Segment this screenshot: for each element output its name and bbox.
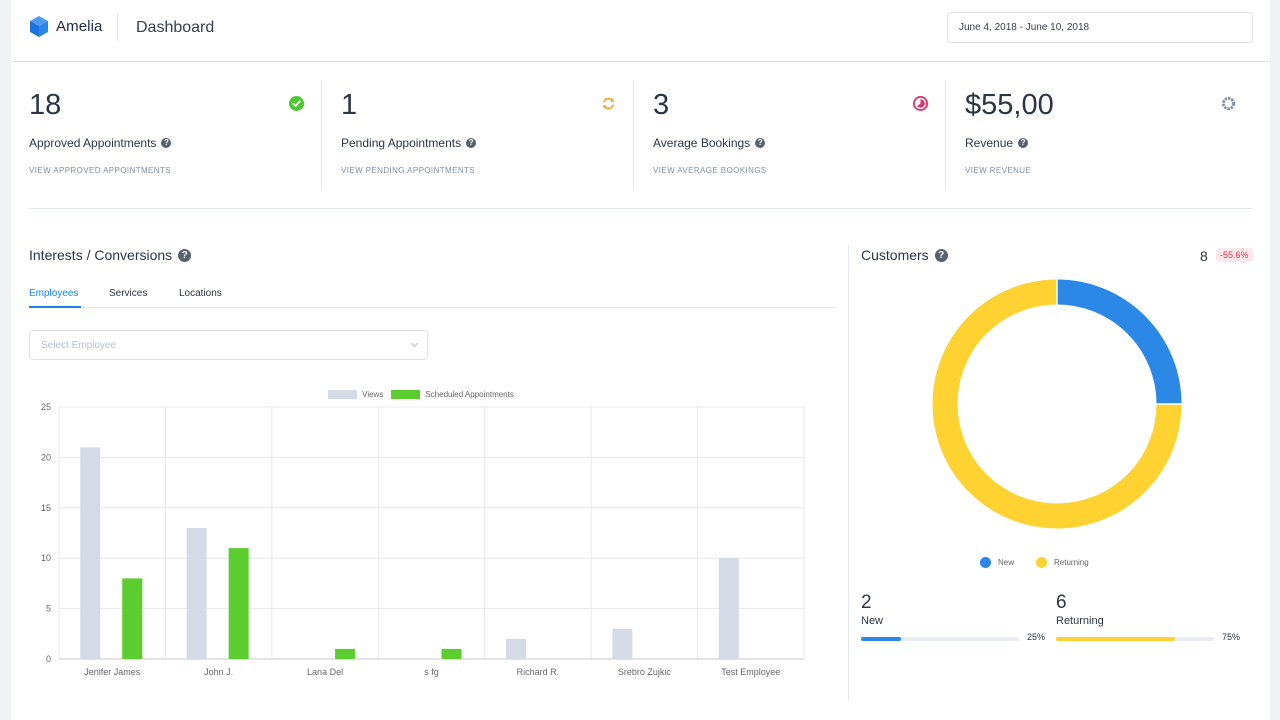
x-tick-label: Test Employee (721, 667, 780, 677)
legend-label: Views (362, 390, 384, 399)
returning-customers-count: 6 (1056, 592, 1067, 613)
stat-label: Average Bookings? (653, 136, 766, 150)
customers-donut-chart (932, 279, 1182, 529)
bar-scheduled-appointments[interactable] (335, 648, 356, 659)
x-tick-label: s fg (424, 667, 439, 677)
legend-swatch (391, 390, 421, 399)
new-customers-box: 2 New 25% (861, 592, 1045, 642)
stat-average-bookings: 3 Average Bookings? VIEW AVERAGE BOOKING… (635, 80, 946, 188)
app-name: Amelia (56, 18, 103, 35)
stat-value: 18 (29, 89, 62, 121)
legend-item-returning[interactable]: Returning (1036, 557, 1089, 568)
app-logo[interactable]: Amelia (29, 16, 102, 37)
bar-views[interactable] (505, 638, 526, 659)
legend-dot (1036, 557, 1048, 568)
select-placeholder: Select Employee (41, 340, 117, 351)
chevron-down-icon (410, 342, 419, 348)
stat-revenue: $55,00 Revenue? VIEW REVENUE (947, 80, 1253, 188)
view-revenue-link[interactable]: VIEW REVENUE (965, 166, 1032, 175)
help-icon[interactable]: ? (178, 248, 192, 262)
view-average-bookings-link[interactable]: VIEW AVERAGE BOOKINGS (653, 166, 767, 175)
stat-pending-appointments: 1 Pending Appointments? VIEW PENDING APP… (323, 80, 634, 188)
customers-total: 8 (1200, 248, 1208, 264)
legend-swatch (328, 390, 358, 399)
interests-tabs: Employees Services Locations (29, 281, 836, 308)
header-divider (117, 13, 118, 41)
y-tick-label: 0 (46, 654, 51, 664)
new-customers-label: New (861, 615, 884, 627)
y-tick-label: 20 (41, 452, 51, 462)
customers-legend: New Returning (980, 557, 1111, 568)
select-employee-dropdown[interactable]: Select Employee (29, 330, 428, 360)
active-tab-indicator (29, 306, 81, 308)
help-icon[interactable]: ? (1018, 138, 1029, 148)
x-tick-label: John J. (204, 667, 233, 677)
tab-employees[interactable]: Employees (29, 288, 79, 299)
interests-bar-chart: 0 5 10 15 20 25 Jenifer James John J. Lana Del s … (41, 402, 805, 677)
bar-scheduled-appointments[interactable] (228, 548, 249, 659)
bar-views[interactable] (80, 447, 101, 659)
progress-fill (861, 637, 901, 641)
view-pending-appointments-link[interactable]: VIEW PENDING APPOINTMENTS (341, 166, 476, 175)
page-title: Dashboard (136, 19, 215, 36)
bar-scheduled-appointments[interactable] (122, 578, 143, 659)
y-tick-label: 25 (41, 402, 51, 412)
amelia-logo-icon (30, 16, 48, 37)
help-icon[interactable]: ? (934, 248, 948, 262)
legend-item-views[interactable]: Views (328, 390, 383, 399)
progress-fill (1056, 637, 1175, 641)
y-tick-label: 10 (41, 553, 51, 563)
check-circle-icon (289, 96, 304, 111)
tab-locations[interactable]: Locations (179, 288, 222, 299)
y-tick-label: 15 (41, 503, 51, 513)
legend-dot (980, 557, 991, 568)
returning-customers-label: Returning (1056, 615, 1104, 627)
vertical-divider (848, 245, 849, 700)
new-customers-progress (861, 637, 1019, 641)
legend-label: Returning (1054, 558, 1089, 567)
legend-item-new[interactable]: New (980, 557, 1014, 568)
stat-value: 1 (341, 89, 358, 121)
bar-scheduled-appointments[interactable] (441, 648, 462, 659)
x-tick-label: Srebro Zujkic (618, 667, 672, 677)
top-header: Amelia Dashboard June 4, 2018 - June 10,… (11, 0, 1270, 62)
bar-views[interactable] (612, 628, 633, 659)
help-icon[interactable]: ? (466, 138, 477, 148)
tab-services[interactable]: Services (109, 288, 148, 299)
legend-label: New (998, 558, 1015, 567)
ring-icon (1221, 96, 1236, 111)
returning-customers-progress (1056, 637, 1214, 641)
x-tick-label: Jenifer James (84, 667, 141, 677)
view-approved-appointments-link[interactable]: VIEW APPROVED APPOINTMENTS (29, 166, 171, 175)
stat-label: Approved Appointments? (29, 136, 172, 150)
bar-views[interactable] (718, 558, 739, 659)
y-tick-label: 5 (46, 604, 51, 614)
x-tick-label: Lana Del (307, 667, 343, 677)
stat-approved-appointments: 18 Approved Appointments? VIEW APPROVED … (11, 80, 322, 188)
stat-label: Revenue? (965, 136, 1029, 150)
customers-change-badge: -55.6% (1216, 248, 1253, 262)
refresh-icon (603, 97, 614, 110)
legend-item-scheduled-appointments[interactable]: Scheduled Appointments (391, 390, 514, 399)
new-customers-count: 2 (861, 592, 872, 613)
pie-icon (913, 96, 928, 111)
returning-customers-percent: 75% (1221, 632, 1240, 642)
dashboard-page: Amelia Dashboard June 4, 2018 - June 10,… (11, 0, 1270, 720)
donut-segments (932, 279, 1182, 529)
stat-value: 3 (653, 89, 670, 121)
section-divider (29, 208, 1253, 209)
new-customers-percent: 25% (1026, 632, 1045, 642)
stat-label: Pending Appointments? (341, 136, 477, 150)
help-icon[interactable]: ? (755, 138, 766, 148)
help-icon[interactable]: ? (161, 138, 172, 148)
legend-label: Scheduled Appointments (425, 390, 514, 399)
chart-legend: Views Scheduled Appointments (11, 390, 831, 399)
customers-title: Customers? (861, 247, 948, 263)
stat-value: $55,00 (965, 89, 1054, 121)
interests-title: Interests / Conversions? (29, 247, 192, 263)
x-tick-label: Richard R. (517, 667, 560, 677)
date-range-picker[interactable]: June 4, 2018 - June 10, 2018 (947, 12, 1253, 43)
returning-customers-box: 6 Returning 75% (1056, 592, 1240, 642)
bar-views[interactable] (186, 527, 207, 659)
